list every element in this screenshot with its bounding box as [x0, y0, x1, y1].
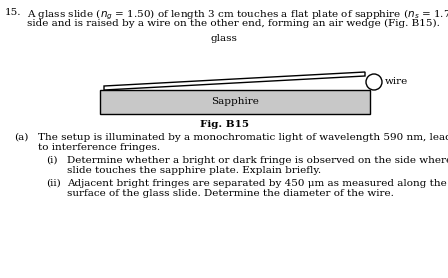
Text: glass: glass	[211, 34, 237, 43]
Text: slide touches the sapphire plate. Explain briefly.: slide touches the sapphire plate. Explai…	[67, 166, 321, 175]
Text: (ii): (ii)	[46, 179, 61, 188]
Text: to interference fringes.: to interference fringes.	[38, 143, 160, 152]
Bar	[100, 90, 370, 114]
Text: A glass slide ($n_g$ = 1.50) of length 3 cm touches a flat plate of sapphire ($n: A glass slide ($n_g$ = 1.50) of length 3…	[27, 8, 448, 23]
Text: Sapphire: Sapphire	[211, 98, 259, 106]
Text: side and is raised by a wire on the other end, forming an air wedge (Fig. B15).: side and is raised by a wire on the othe…	[27, 19, 440, 28]
Text: (i): (i)	[46, 156, 57, 165]
Polygon shape	[104, 72, 365, 90]
Text: Determine whether a bright or dark fringe is observed on the side where the: Determine whether a bright or dark fring…	[67, 156, 448, 165]
Circle shape	[366, 74, 382, 90]
Text: The setup is illuminated by a monochromatic light of wavelength 590 nm, leading: The setup is illuminated by a monochroma…	[38, 133, 448, 142]
Text: (a): (a)	[14, 133, 28, 142]
Text: wire: wire	[385, 78, 408, 86]
Text: 15.: 15.	[5, 8, 22, 17]
Text: Fig. B15: Fig. B15	[199, 120, 249, 129]
Text: surface of the glass slide. Determine the diameter of the wire.: surface of the glass slide. Determine th…	[67, 189, 394, 198]
Text: Adjacent bright fringes are separated by 450 μm as measured along the: Adjacent bright fringes are separated by…	[67, 179, 447, 188]
